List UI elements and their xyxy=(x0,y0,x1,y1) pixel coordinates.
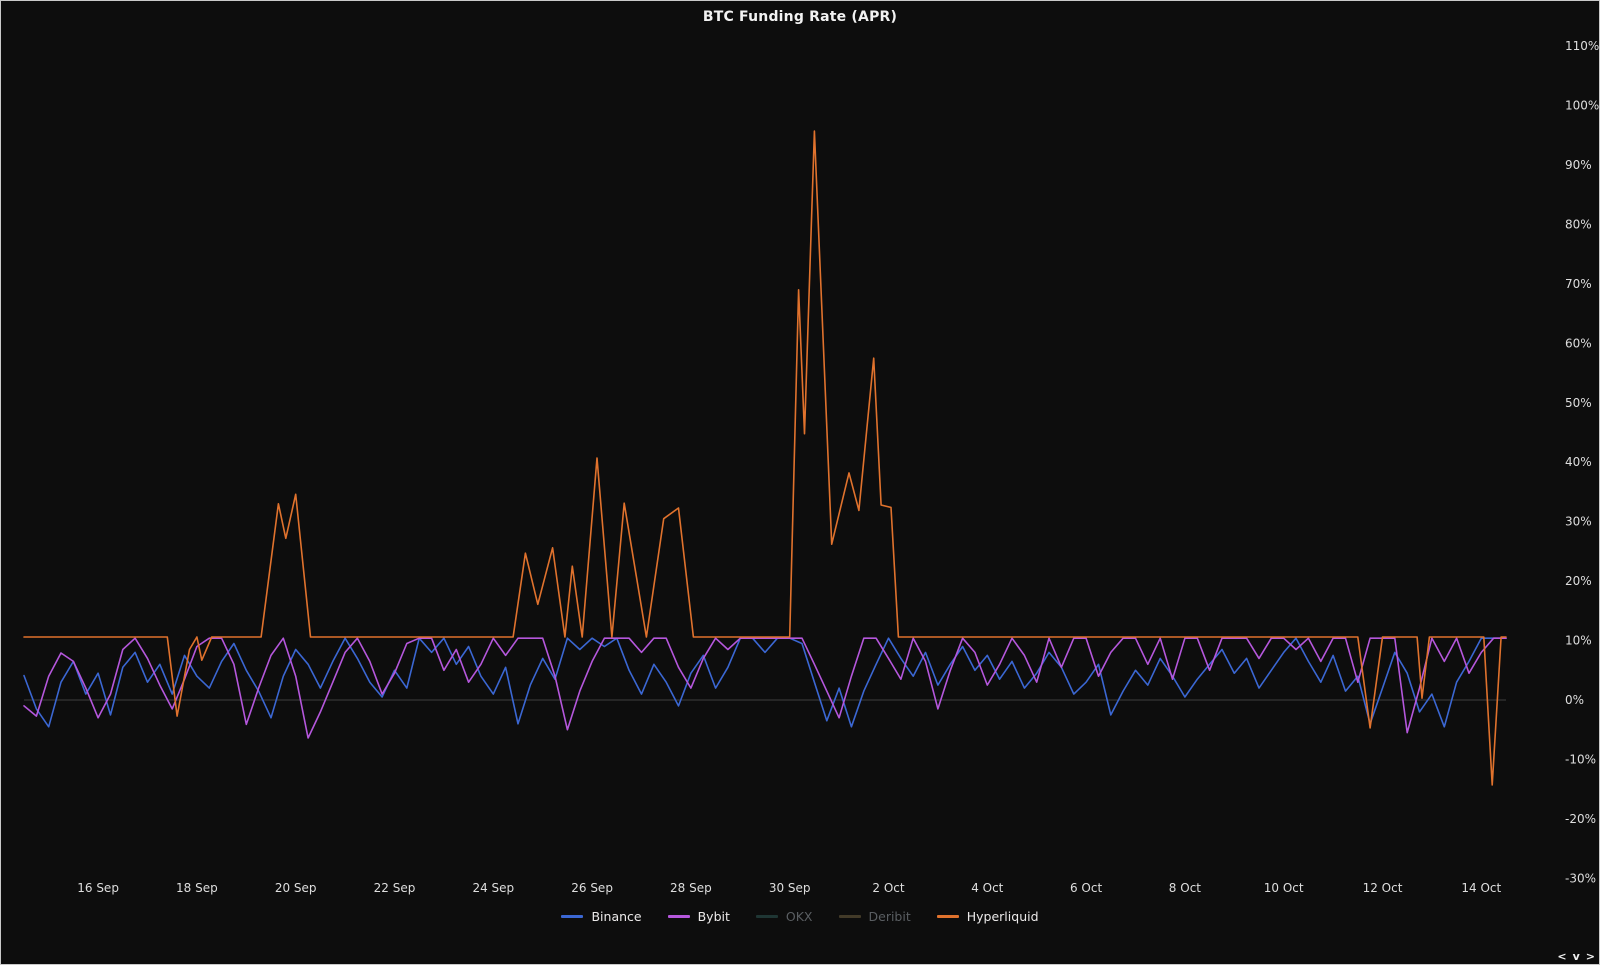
x-axis-tick: 26 Sep xyxy=(571,881,613,895)
series-line-bybit xyxy=(23,637,1507,739)
legend-label: Hyperliquid xyxy=(966,909,1039,924)
legend-label: Bybit xyxy=(697,909,730,924)
legend-swatch-deribit-icon xyxy=(838,915,861,918)
x-axis-tick: 8 Oct xyxy=(1169,881,1201,895)
legend-swatch-hyperliquid-icon xyxy=(936,915,959,918)
x-axis-tick: 10 Oct xyxy=(1264,881,1304,895)
legend-swatch-binance-icon xyxy=(561,915,584,918)
y-axis-tick: 70% xyxy=(1565,277,1592,291)
x-axis-tick: 14 Oct xyxy=(1461,881,1501,895)
y-axis-tick: 80% xyxy=(1565,217,1592,231)
legend-swatch-bybit-icon xyxy=(667,915,690,918)
legend-swatch-okx-icon xyxy=(755,915,778,918)
pager-prev-button[interactable]: < xyxy=(1557,950,1567,963)
legend-item-deribit[interactable]: Deribit xyxy=(838,909,911,924)
chart-title: BTC Funding Rate (APR) xyxy=(702,9,898,25)
y-axis-tick: -30% xyxy=(1565,871,1596,885)
series-line-binance xyxy=(23,637,1507,728)
x-axis-tick: 12 Oct xyxy=(1363,881,1403,895)
legend-item-hyperliquid[interactable]: Hyperliquid xyxy=(936,909,1039,924)
y-axis-tick: 110% xyxy=(1565,39,1599,53)
pager-next-button[interactable]: > xyxy=(1585,950,1595,963)
x-axis-tick: 22 Sep xyxy=(374,881,416,895)
chart-pager: < v > xyxy=(1557,951,1595,962)
y-axis-tick: 100% xyxy=(1565,99,1599,113)
y-axis-tick: 90% xyxy=(1565,158,1592,172)
x-axis-tick: 16 Sep xyxy=(77,881,119,895)
legend-label: OKX xyxy=(785,909,813,924)
series-line-hyperliquid xyxy=(23,130,1507,786)
y-axis-tick: 0% xyxy=(1565,693,1584,707)
x-axis-tick: 24 Sep xyxy=(472,881,514,895)
x-axis-tick: 28 Sep xyxy=(670,881,712,895)
x-axis-tick: 6 Oct xyxy=(1070,881,1102,895)
x-axis-tick: 4 Oct xyxy=(971,881,1003,895)
legend-item-okx[interactable]: OKX xyxy=(755,909,813,924)
y-axis-tick: 10% xyxy=(1565,634,1592,648)
legend-item-bybit[interactable]: Bybit xyxy=(667,909,730,924)
legend-label: Binance xyxy=(591,909,642,924)
x-axis-tick: 18 Sep xyxy=(176,881,218,895)
y-axis-tick: 40% xyxy=(1565,455,1592,469)
y-axis-tick: -20% xyxy=(1565,812,1596,826)
x-axis-tick: 20 Sep xyxy=(275,881,317,895)
y-axis-tick: 50% xyxy=(1565,396,1592,410)
x-axis-tick: 2 Oct xyxy=(872,881,904,895)
x-axis-tick: 30 Sep xyxy=(769,881,811,895)
chart-legend: Binance Bybit OKX Deribit Hyperliquid xyxy=(1,909,1599,924)
y-axis-tick: 60% xyxy=(1565,336,1592,350)
pager-collapse-button[interactable]: v xyxy=(1572,950,1580,963)
y-axis-tick: 30% xyxy=(1565,515,1592,529)
legend-item-binance[interactable]: Binance xyxy=(561,909,642,924)
y-axis-tick: -10% xyxy=(1565,752,1596,766)
y-axis-tick: 20% xyxy=(1565,574,1592,588)
legend-label: Deribit xyxy=(868,909,911,924)
